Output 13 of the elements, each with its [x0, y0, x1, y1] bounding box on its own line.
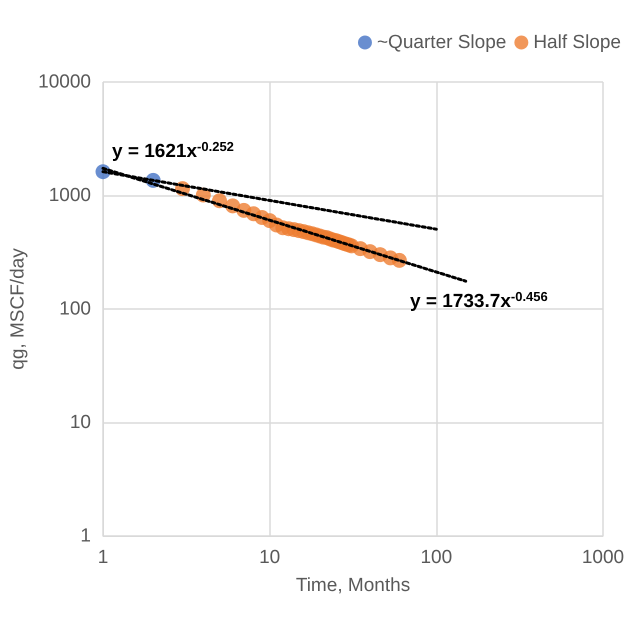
- y-tick-label: 10: [70, 412, 91, 433]
- x-axis-title: Time, Months: [296, 575, 410, 596]
- legend-label: ~Quarter Slope: [376, 32, 506, 53]
- y-tick-label: 1: [80, 526, 91, 546]
- x-tick-label: 1: [98, 547, 108, 568]
- y-tick-label: 10000: [38, 72, 91, 92]
- y-tick-label: 100: [59, 298, 91, 320]
- x-tick-label: 100: [420, 547, 452, 568]
- legend-label: Half Slope: [533, 32, 622, 53]
- y-tick-label: 1000: [48, 185, 91, 206]
- x-tick-label: 10: [259, 547, 280, 568]
- x-tick-label: 1000: [582, 547, 624, 568]
- y-axis-title: qg, MSCF/day: [7, 248, 28, 370]
